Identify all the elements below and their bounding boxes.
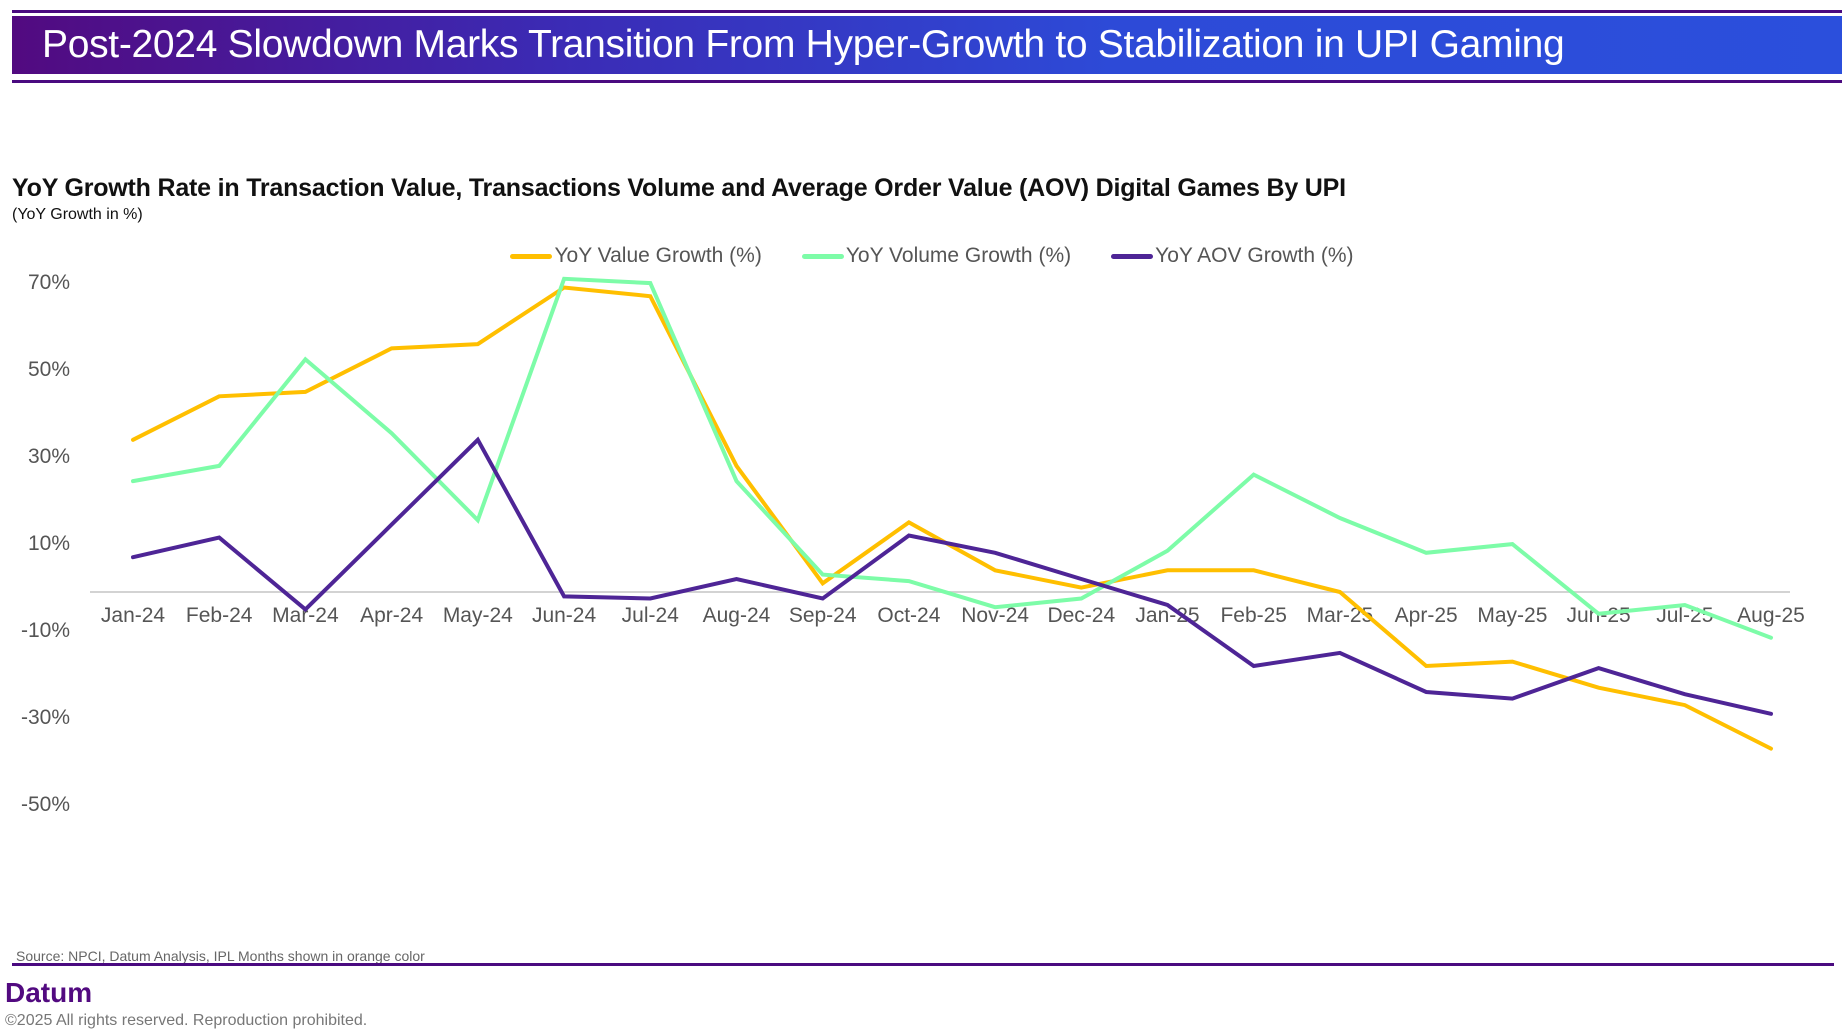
legend-swatch-aov	[1111, 253, 1154, 259]
source-note: Source: NPCI, Datum Analysis, IPL Months…	[16, 948, 425, 964]
x-tick-label: Jun-24	[532, 604, 597, 627]
x-tick-label: Jan-25	[1135, 604, 1199, 627]
legend-swatch-value	[510, 253, 553, 259]
x-tick-label: Aug-24	[703, 604, 771, 627]
y-tick-label: 10%	[28, 532, 70, 555]
x-axis: Jan-24 Feb-24 Mar-24 Apr-24 May-24 Jun-24 Jul-…	[90, 591, 1805, 627]
y-axis: 70% 50% 30% 10% -10% -30% -50%	[21, 271, 70, 816]
x-tick-label: Mar-24	[272, 604, 339, 627]
legend-swatch-volume	[801, 253, 844, 259]
footer-rule	[12, 963, 1834, 966]
x-tick-label: Aug-25	[1737, 604, 1805, 627]
series-line-value	[131, 285, 1773, 751]
y-tick-label: 30%	[28, 445, 70, 468]
x-tick-label: Dec-24	[1047, 604, 1115, 627]
x-tick-label: Jul-24	[622, 604, 680, 627]
y-tick-label: -10%	[21, 619, 70, 642]
x-tick-label: Apr-24	[360, 604, 423, 627]
brand-logo: Datum	[5, 977, 93, 1008]
series-line-volume	[131, 276, 1773, 640]
copyright-text: ©2025 All rights reserved. Reproduction …	[5, 1012, 368, 1029]
y-tick-label: 70%	[28, 271, 70, 294]
series-lines	[131, 276, 1773, 751]
series-line-aov	[131, 436, 1773, 716]
legend-label-value: YoY Value Growth (%)	[554, 244, 762, 267]
legend-label-aov: YoY AOV Growth (%)	[1155, 244, 1354, 267]
legend-item-value: YoY Value Growth (%)	[510, 244, 762, 268]
chart-legend: YoY Value Growth (%) YoY Volume Growth (…	[0, 244, 1844, 268]
x-tick-label: May-25	[1477, 604, 1547, 627]
x-tick-label: Mar-25	[1307, 604, 1374, 627]
legend-item-aov: YoY AOV Growth (%)	[1111, 244, 1354, 268]
y-tick-label: 50%	[28, 358, 70, 381]
x-tick-label: May-24	[443, 604, 513, 627]
legend-item-volume: YoY Volume Growth (%)	[801, 244, 1072, 268]
x-tick-label: Feb-24	[186, 604, 253, 627]
x-tick-label: Feb-25	[1220, 604, 1287, 627]
title-banner: Post-2024 Slowdown Marks Transition From…	[12, 16, 1842, 74]
legend-label-volume: YoY Volume Growth (%)	[845, 244, 1072, 267]
y-tick-label: -30%	[21, 706, 70, 729]
chart-title: YoY Growth Rate in Transaction Value, Tr…	[12, 174, 1346, 202]
top-rule	[12, 10, 1842, 13]
banner-underline	[12, 80, 1842, 83]
y-tick-label: -50%	[21, 793, 70, 816]
page-title: Post-2024 Slowdown Marks Transition From…	[42, 23, 1565, 66]
chart-subtitle: (YoY Growth in %)	[12, 206, 143, 223]
x-tick-label: Oct-24	[877, 604, 940, 627]
x-tick-label: Nov-24	[961, 604, 1029, 627]
x-tick-label: Jan-24	[101, 604, 166, 627]
x-tick-label: Apr-25	[1395, 604, 1458, 627]
x-tick-label: Sep-24	[789, 604, 857, 627]
